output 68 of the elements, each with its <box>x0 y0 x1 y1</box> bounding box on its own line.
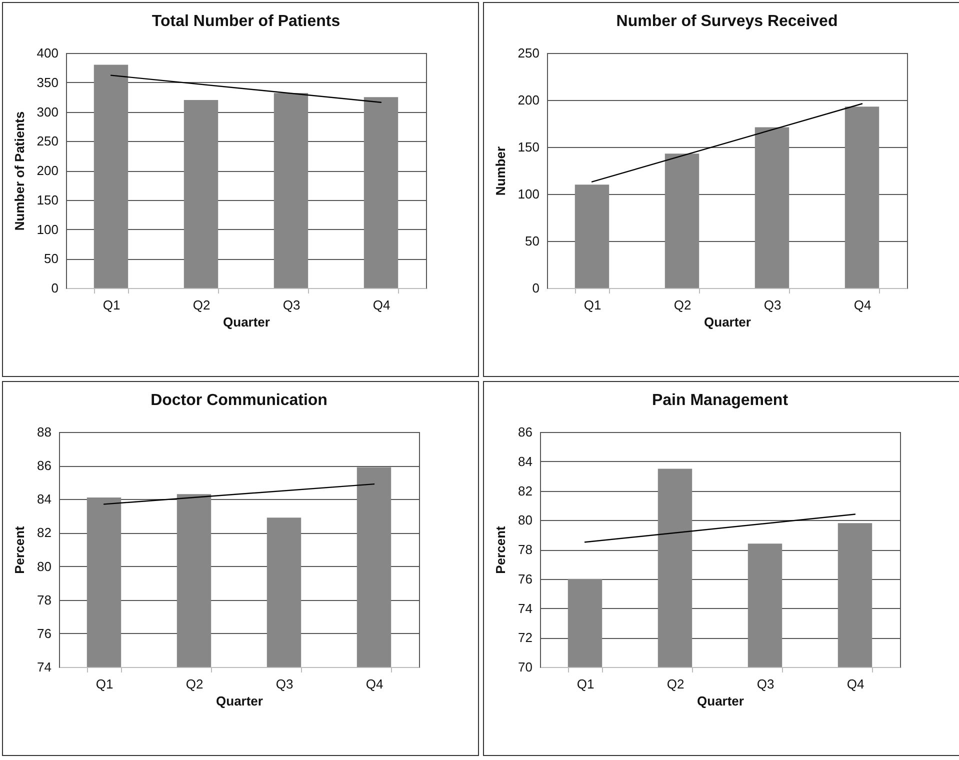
y-tick-label: 50 <box>44 251 58 266</box>
x-tick-label: Q3 <box>282 298 300 312</box>
x-tick-label: Q4 <box>372 298 390 312</box>
y-tick-label: 400 <box>36 46 58 60</box>
y-tick-label: 76 <box>37 626 52 641</box>
bar <box>574 184 610 288</box>
chart-title: Number of Surveys Received <box>616 13 838 30</box>
bar <box>754 127 790 288</box>
x-tick-label: Q4 <box>854 298 872 312</box>
y-tick-label: 78 <box>37 592 52 608</box>
bar <box>664 154 700 288</box>
y-tick-label: 0 <box>532 280 540 296</box>
x-tick-label: Q4 <box>366 676 384 692</box>
x-tick-label: Q1 <box>584 298 602 312</box>
x-tick-label: Q3 <box>276 676 294 692</box>
x-tick-label: Q2 <box>192 298 210 312</box>
y-axis-title: Number <box>492 146 508 196</box>
x-axis-title: Quarter <box>697 694 744 708</box>
y-tick-label: 200 <box>36 163 58 178</box>
y-tick-label: 74 <box>37 660 52 674</box>
bar <box>844 106 880 288</box>
y-tick-label: 50 <box>525 234 540 248</box>
y-axis-title: Percent <box>12 525 28 574</box>
y-tick-label: 150 <box>36 192 58 208</box>
y-tick-label: 100 <box>518 186 540 202</box>
y-tick-label: 80 <box>37 558 52 574</box>
x-axis-title: Quarter <box>216 694 263 708</box>
bar <box>364 97 398 288</box>
y-tick-label: 300 <box>36 104 58 120</box>
y-tick-label: 78 <box>518 542 532 557</box>
x-axis-title: Quarter <box>704 314 751 330</box>
y-tick-label: 250 <box>36 134 58 149</box>
y-tick-label: 200 <box>518 92 540 108</box>
bar <box>184 100 218 288</box>
y-axis-title: Number of Patients <box>12 111 27 231</box>
y-tick-label: 86 <box>37 458 52 474</box>
x-tick-label: Q3 <box>756 676 774 692</box>
x-tick-label: Q2 <box>186 676 204 692</box>
y-axis-title: Percent <box>493 525 508 574</box>
x-tick-label: Q2 <box>666 676 684 692</box>
y-tick-label: 84 <box>518 454 532 469</box>
y-tick-label: 0 <box>51 280 58 296</box>
chart-title: Total Number of Patients <box>152 13 340 30</box>
y-tick-label: 72 <box>518 630 532 646</box>
y-tick-label: 70 <box>518 660 532 674</box>
x-tick-label: Q1 <box>576 676 594 692</box>
x-tick-label: Q1 <box>102 298 120 312</box>
y-tick-label: 82 <box>37 525 52 540</box>
y-tick-label: 74 <box>518 600 532 616</box>
x-axis-title: Quarter <box>223 314 270 330</box>
y-tick-label: 100 <box>36 222 58 237</box>
x-tick-label: Q1 <box>96 676 114 692</box>
y-tick-label: 250 <box>518 46 540 60</box>
x-tick-label: Q3 <box>764 298 782 312</box>
bar <box>94 64 128 288</box>
y-tick-label: 76 <box>518 571 532 586</box>
chart-title: Pain Management <box>652 392 789 409</box>
y-tick-label: 150 <box>518 140 540 154</box>
y-tick-label: 350 <box>36 74 58 90</box>
chart-title: Doctor Communication <box>150 392 328 409</box>
y-tick-label: 86 <box>518 424 532 440</box>
x-tick-label: Q4 <box>846 676 864 692</box>
bar <box>274 92 308 288</box>
y-tick-label: 82 <box>518 483 532 498</box>
y-tick-label: 88 <box>37 424 52 440</box>
y-tick-label: 84 <box>37 492 52 507</box>
x-tick-label: Q2 <box>674 298 692 312</box>
y-tick-label: 80 <box>518 512 532 528</box>
